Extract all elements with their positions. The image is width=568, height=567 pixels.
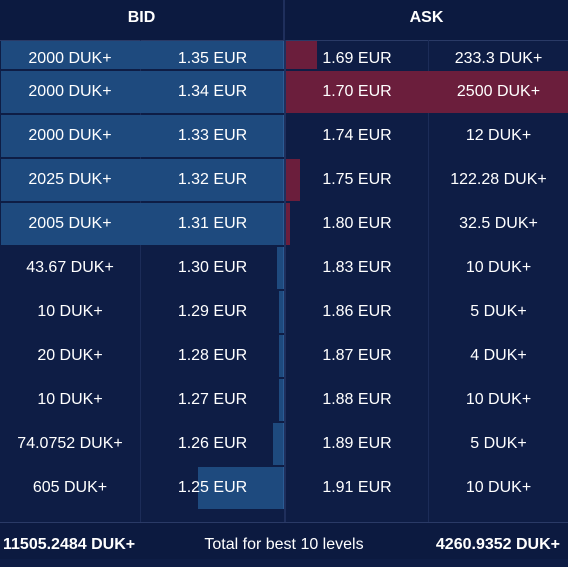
bid-price-cell[interactable]: 1.25 EUR (177, 479, 248, 496)
bid-column-header: BID (127, 9, 156, 26)
bid-depth-bar (1, 159, 284, 201)
bid-depth-bar (1, 115, 284, 157)
bid-depth-bar (277, 247, 284, 289)
header-divider (283, 0, 285, 40)
ask-price-cell[interactable]: 1.87 EUR (322, 347, 392, 364)
ask-size-cell[interactable]: 5 DUK+ (470, 303, 527, 320)
orderbook-row[interactable]: 2000 DUK+ 1.34 EUR 1.70 EUR 2500 DUK+ (0, 70, 568, 114)
ask-depth-bar (286, 71, 568, 113)
bid-size-cell[interactable]: 43.67 DUK+ (26, 259, 114, 276)
orderbook-row[interactable]: 605 DUK+ 1.25 EUR 1.91 EUR 10 DUK+ (0, 466, 568, 510)
ask-price-cell[interactable]: 1.70 EUR (322, 83, 392, 100)
orderbook-levels[interactable]: 2000 DUK+ 1.35 EUR 1.69 EUR 233.3 DUK+ 2000 … (0, 40, 568, 522)
ask-size-cell[interactable]: 233.3 DUK+ (454, 50, 543, 67)
orderbook-row[interactable]: 2025 DUK+ 1.32 EUR 1.75 EUR 122.28 DUK+ (0, 158, 568, 202)
bid-price-cell[interactable]: 1.35 EUR (177, 50, 248, 67)
bid-price-cell[interactable]: 1.26 EUR (177, 435, 248, 452)
ask-price-cell[interactable]: 1.89 EUR (322, 435, 392, 452)
ask-price-cell[interactable]: 1.86 EUR (322, 303, 392, 320)
center-divider (284, 40, 286, 522)
bid-price-cell[interactable]: 1.27 EUR (177, 391, 248, 408)
bid-size-cell[interactable]: 74.0752 DUK+ (17, 435, 123, 452)
orderbook-header: BID ASK (0, 0, 568, 41)
orderbook-row[interactable]: 10 DUK+ 1.27 EUR 1.88 EUR 10 DUK+ (0, 378, 568, 422)
ask-column-divider (428, 40, 429, 522)
bid-size-cell[interactable]: 2000 DUK+ (28, 83, 112, 100)
ask-price-cell[interactable]: 1.74 EUR (322, 127, 392, 144)
ask-size-cell[interactable]: 10 DUK+ (465, 259, 532, 276)
ask-size-cell[interactable]: 4 DUK+ (470, 347, 527, 364)
bid-size-cell[interactable]: 2000 DUK+ (28, 127, 112, 144)
ask-size-cell[interactable]: 10 DUK+ (465, 391, 532, 408)
ask-price-cell[interactable]: 1.91 EUR (322, 479, 392, 496)
bid-depth-bar (1, 203, 284, 245)
total-levels-label: Total for best 10 levels (204, 536, 364, 553)
orderbook-footer: Total for best 10 levels 11505.2484 DUK+… (0, 522, 568, 559)
orderbook-row[interactable]: 2000 DUK+ 1.35 EUR 1.69 EUR 233.3 DUK+ (0, 40, 568, 70)
ask-size-cell[interactable]: 10 DUK+ (465, 479, 532, 496)
bid-size-cell[interactable]: 10 DUK+ (37, 391, 103, 408)
bid-price-cell[interactable]: 1.28 EUR (177, 347, 248, 364)
bid-price-cell[interactable]: 1.30 EUR (177, 259, 248, 276)
bid-price-cell[interactable]: 1.32 EUR (177, 171, 248, 188)
ask-price-cell[interactable]: 1.80 EUR (322, 215, 392, 232)
ask-depth-bar (286, 159, 300, 201)
orderbook-row[interactable]: 10 DUK+ 1.29 EUR 1.86 EUR 5 DUK+ (0, 290, 568, 334)
ask-total: 4260.9352 DUK+ (435, 536, 560, 553)
ask-price-cell[interactable]: 1.75 EUR (322, 171, 392, 188)
bid-size-cell[interactable]: 2025 DUK+ (28, 171, 112, 188)
ask-price-cell[interactable]: 1.83 EUR (322, 259, 392, 276)
bid-column-divider (140, 40, 141, 522)
ask-price-cell[interactable]: 1.88 EUR (322, 391, 392, 408)
bid-price-cell[interactable]: 1.29 EUR (177, 303, 248, 320)
ask-size-cell[interactable]: 122.28 DUK+ (450, 171, 547, 188)
ask-depth-bar (286, 41, 317, 69)
ask-price-cell[interactable]: 1.69 EUR (322, 50, 392, 67)
bid-price-cell[interactable]: 1.34 EUR (177, 83, 248, 100)
bid-size-cell[interactable]: 10 DUK+ (37, 303, 103, 320)
bid-depth-bar (1, 41, 284, 69)
orderbook-row[interactable]: 74.0752 DUK+ 1.26 EUR 1.89 EUR 5 DUK+ (0, 422, 568, 466)
bid-total: 11505.2484 DUK+ (3, 536, 136, 553)
orderbook-row[interactable]: 2000 DUK+ 1.33 EUR 1.74 EUR 12 DUK+ (0, 114, 568, 158)
bid-size-cell[interactable]: 2000 DUK+ (28, 50, 112, 67)
bid-size-cell[interactable]: 20 DUK+ (37, 347, 103, 364)
bid-depth-bar (279, 379, 284, 421)
bid-depth-bar (279, 291, 284, 333)
bid-depth-bar (1, 71, 284, 113)
bid-price-cell[interactable]: 1.33 EUR (177, 127, 248, 144)
ask-column-header: ASK (409, 9, 444, 26)
bid-depth-bar (198, 467, 284, 509)
bid-size-cell[interactable]: 605 DUK+ (32, 479, 108, 496)
ask-size-cell[interactable]: 12 DUK+ (465, 127, 532, 144)
bid-depth-bar (273, 423, 284, 465)
bid-depth-bar (279, 335, 284, 377)
bid-price-cell[interactable]: 1.31 EUR (177, 215, 248, 232)
bid-size-cell[interactable]: 2005 DUK+ (28, 215, 112, 232)
ask-size-cell[interactable]: 32.5 DUK+ (459, 215, 538, 232)
ask-size-cell[interactable]: 2500 DUK+ (456, 83, 541, 100)
ask-size-cell[interactable]: 5 DUK+ (470, 435, 527, 452)
orderbook-row[interactable]: 43.67 DUK+ 1.30 EUR 1.83 EUR 10 DUK+ (0, 246, 568, 290)
orderbook-row[interactable]: 20 DUK+ 1.28 EUR 1.87 EUR 4 DUK+ (0, 334, 568, 378)
orderbook-row[interactable]: 2005 DUK+ 1.31 EUR 1.80 EUR 32.5 DUK+ (0, 202, 568, 246)
ask-depth-bar (286, 203, 290, 245)
